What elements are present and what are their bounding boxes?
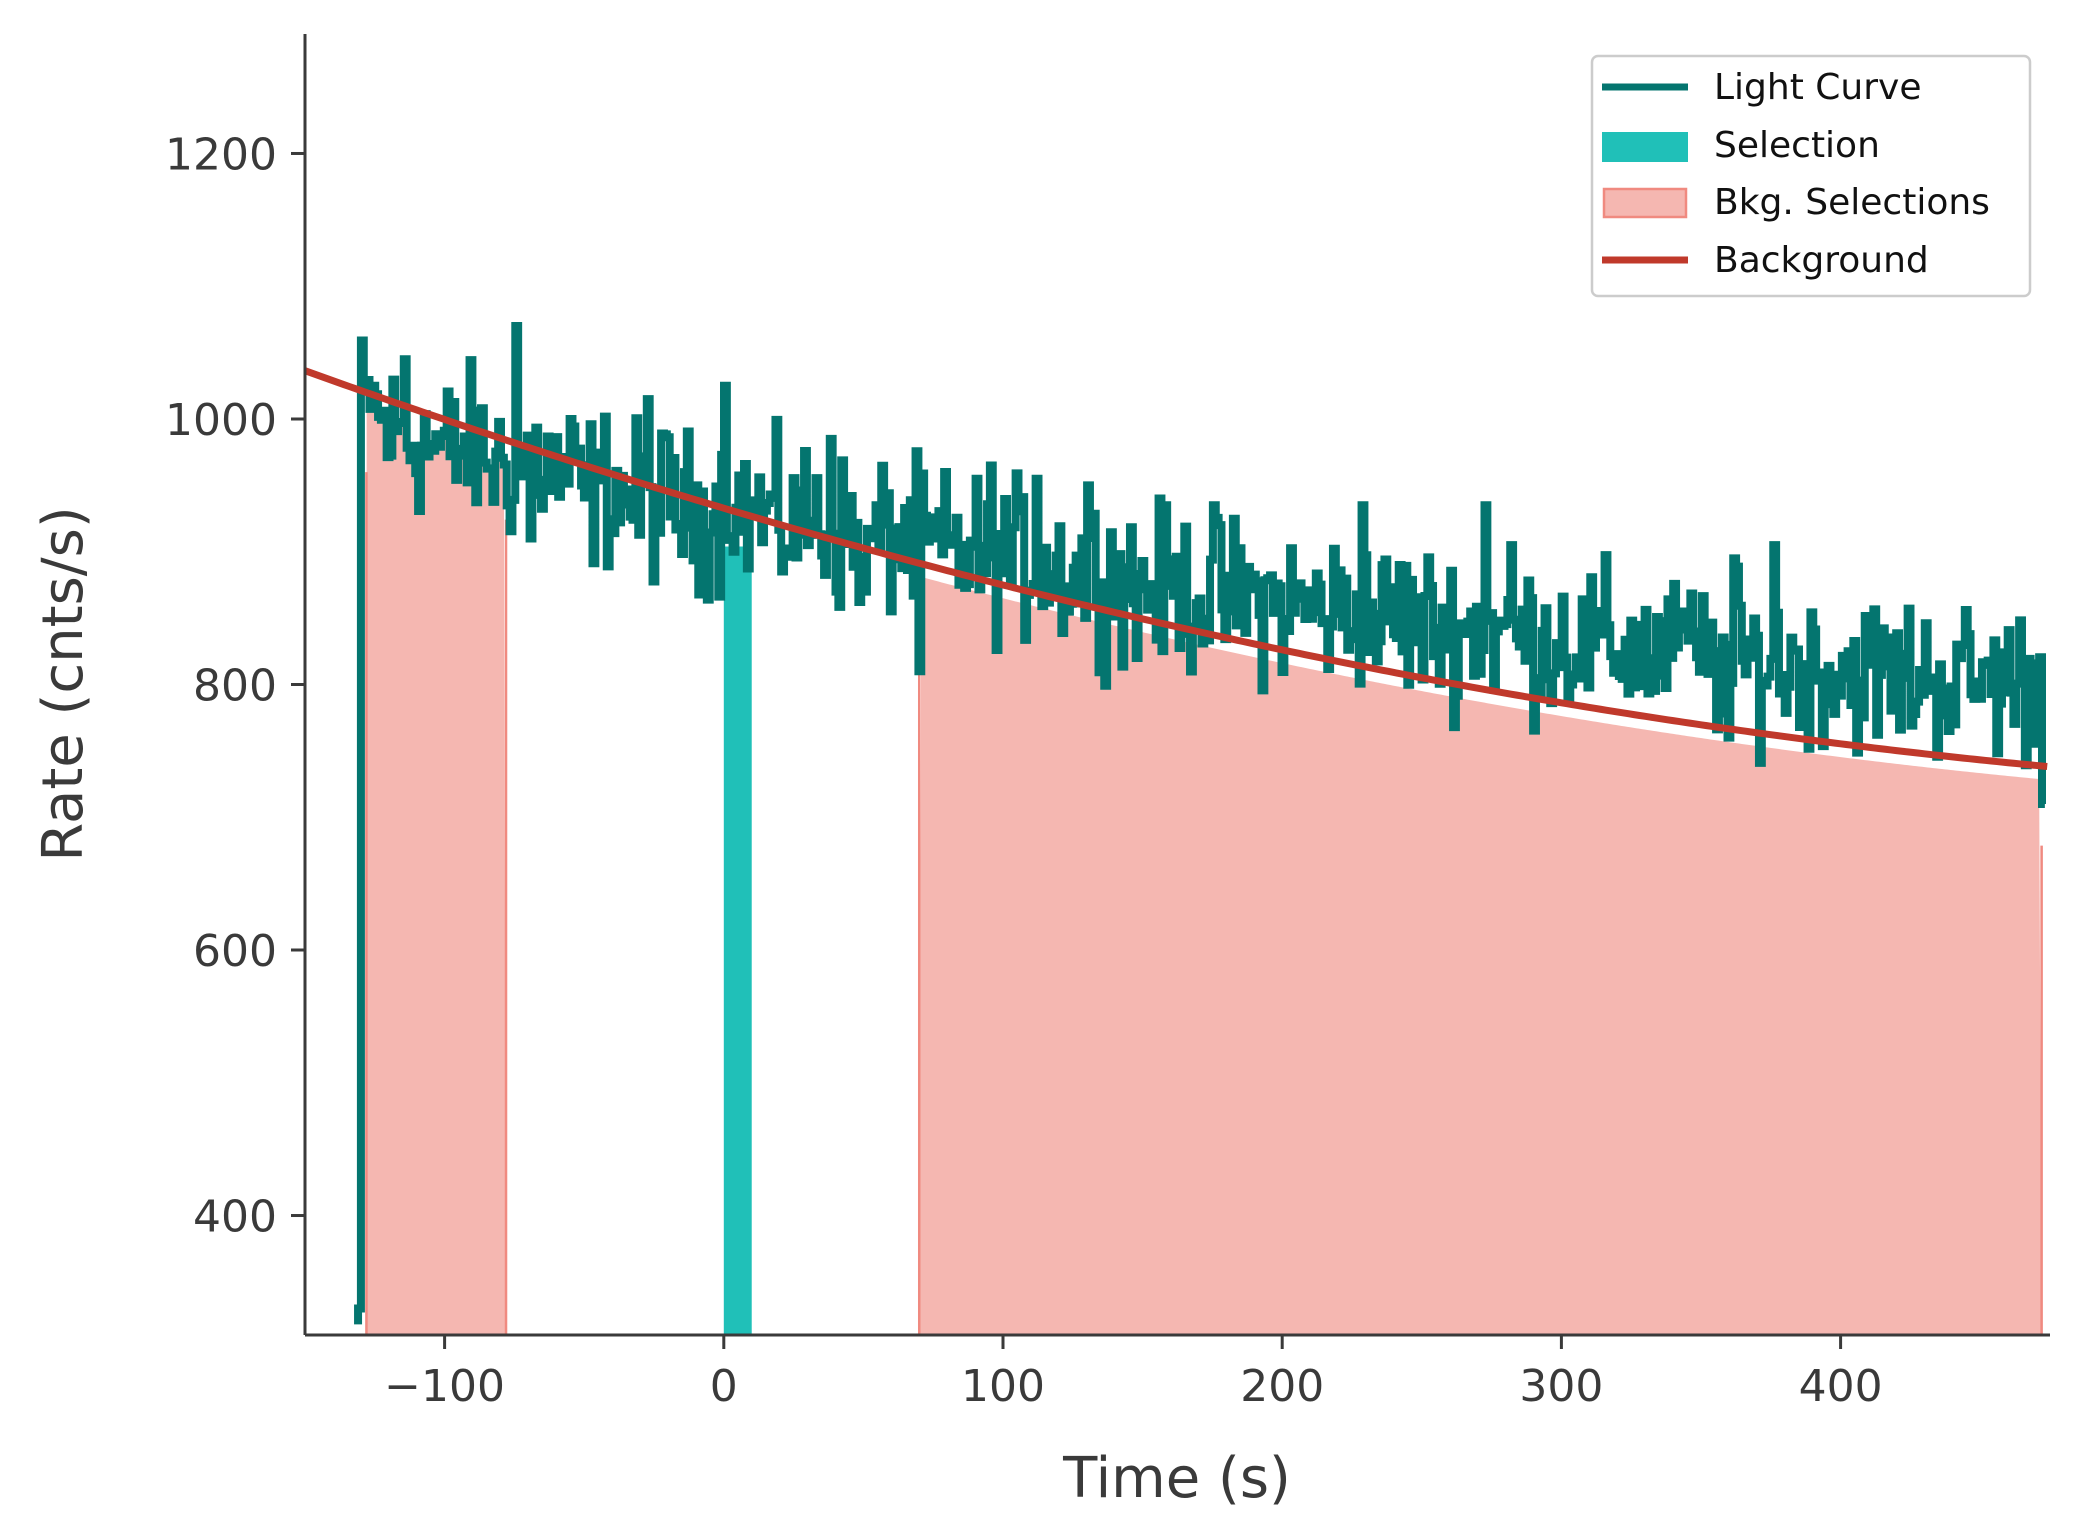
light-curve-layer (354, 322, 2046, 1325)
axes: −100 0 100 200 300 400 400 600 800 1000 1200 Time… (31, 34, 2050, 1511)
x-tick-label: 100 (961, 1361, 1045, 1412)
light-curve-line (354, 322, 2046, 1325)
y-tick-label: 400 (193, 1192, 277, 1243)
selection-layer (723, 546, 752, 1335)
y-tick-label: 1000 (165, 395, 277, 446)
y-tick-label: 1200 (165, 129, 277, 180)
background-layer (303, 367, 2048, 770)
y-ticks: 400 600 800 1000 1200 (165, 129, 305, 1243)
x-tick-label: −100 (384, 1361, 505, 1412)
x-tick-label: 0 (710, 1361, 738, 1412)
bkg-selection-region-1 (366, 405, 507, 1335)
legend-label-background: Background (1714, 240, 1929, 281)
legend-swatch-bkg-selections (1602, 187, 1688, 219)
y-tick-label: 800 (193, 661, 277, 712)
legend-label-bkg-selections: Bkg. Selections (1714, 182, 1990, 223)
x-tick-label: 300 (1519, 1361, 1603, 1412)
y-tick-label: 600 (193, 926, 277, 977)
legend-swatch-selection (1602, 132, 1688, 162)
legend-label-light-curve: Light Curve (1714, 67, 1922, 108)
x-axis-label: Time (s) (1062, 1446, 1291, 1511)
background-line (303, 367, 2048, 770)
x-tick-label: 400 (1799, 1361, 1883, 1412)
selection-region (723, 546, 752, 1335)
legend: Light Curve Selection Bkg. Selections Ba… (1590, 54, 2032, 298)
y-axis-label: Rate (cnts/s) (31, 506, 96, 861)
legend-label-selection: Selection (1714, 125, 1880, 166)
plot-area (303, 322, 2048, 1335)
legend-frame (1590, 54, 2032, 298)
x-tick-label: 200 (1240, 1361, 1324, 1412)
x-ticks: −100 0 100 200 300 400 (384, 1335, 1883, 1412)
